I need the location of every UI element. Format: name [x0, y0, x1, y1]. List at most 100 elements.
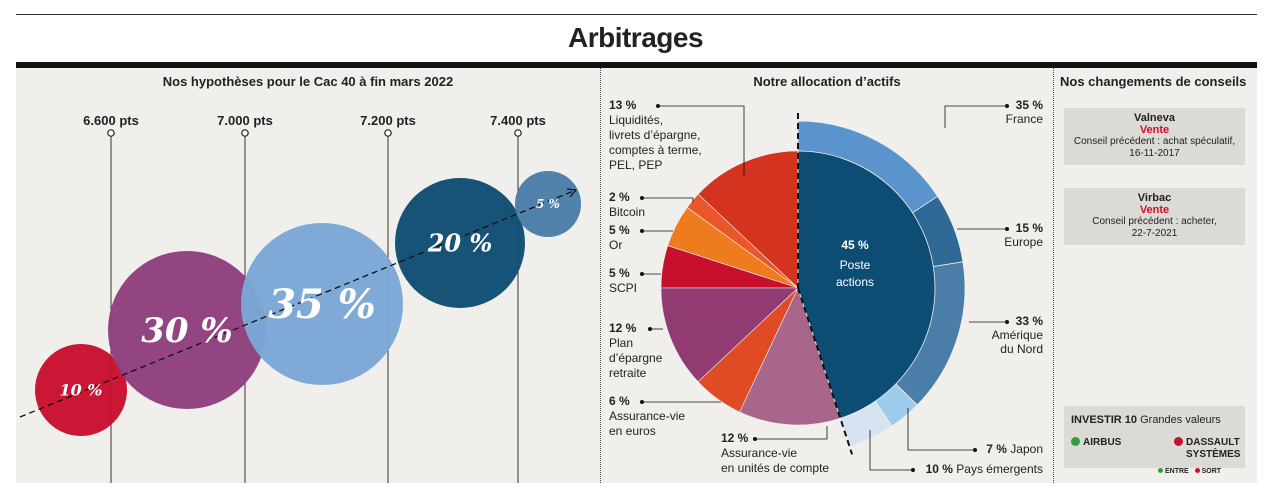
slice-pct: 5 %	[609, 266, 630, 280]
slice-name: Amérique	[992, 328, 1044, 342]
advice-card-name: Virbac	[1137, 192, 1172, 204]
exit-label-1: DASSAULT	[1186, 437, 1240, 448]
slice-name: d’épargne	[609, 351, 663, 365]
pie-slice-actions	[797, 150, 936, 419]
slice-name: Plan	[609, 336, 633, 350]
slice-name: en euros	[609, 424, 656, 438]
actions-divider-bottom	[797, 287, 854, 455]
slice-pct: 10 %	[926, 462, 957, 476]
slice-pct: 6 %	[609, 394, 630, 408]
tick-marker	[514, 129, 522, 137]
advice-card-previous: Conseil précédent : acheter,	[1092, 216, 1217, 227]
legend-entry-dot-icon	[1158, 468, 1163, 473]
allocation-pie-chart: 45 % Poste actions 13 %Liquidités,livrets d…	[609, 98, 1044, 476]
advice-card-virbac: Virbac Vente Conseil précédent : acheter…	[1064, 188, 1245, 245]
advice-card-date: 16-11-2017	[1129, 148, 1180, 159]
slice-pct: 12 %	[721, 431, 749, 445]
exit-dot-icon	[1174, 437, 1183, 446]
advice-card-date: 22-7-2021	[1131, 228, 1178, 239]
slice-name: Or	[609, 238, 622, 252]
exit-label-2: SYSTÈMES	[1186, 449, 1241, 460]
cac40-hypotheses-panel: Nos hypothèses pour le Cac 40 à fin mars…	[16, 68, 600, 483]
slice-name: France	[1006, 112, 1044, 126]
left-slice-label: 5 %Or	[609, 223, 673, 252]
left-slice-label: 5 %SCPI	[609, 266, 661, 295]
bubble-label: 30 %	[141, 311, 232, 351]
advice-card-action: Vente	[1139, 124, 1170, 136]
investir10-title: INVESTIR 10 Grandes valeurs	[1071, 414, 1221, 426]
pie-slice	[739, 287, 841, 426]
advice-card-name: Valneva	[1134, 112, 1175, 124]
cac40-panel-title: Nos hypothèses pour le Cac 40 à fin mars…	[162, 74, 454, 89]
pie-slice	[660, 287, 799, 383]
left-slice-label: 13 %Liquidités,livrets d’épargne,comptes…	[609, 98, 745, 176]
bubble	[241, 223, 403, 385]
actions-pct-label: 45 %	[841, 238, 869, 252]
left-slice-label: 2 %Bitcoin	[609, 190, 694, 219]
panel-divider	[600, 68, 601, 483]
slice-name: Europe	[1004, 235, 1043, 249]
investir10-exit: DASSAULT SYSTÈMES	[1174, 437, 1240, 461]
tick-label: 6.600 pts	[83, 113, 139, 128]
slice-pct: 13 %	[609, 98, 637, 112]
slice-name: Bitcoin	[609, 205, 645, 219]
right-slice-label: 35 %France	[944, 98, 1044, 128]
slice-name: livrets d’épargne,	[609, 128, 700, 142]
slice-pct: 33 %	[1016, 314, 1044, 328]
investir10-title-rest: Grandes valeurs	[1140, 414, 1221, 426]
leader-line	[755, 426, 828, 440]
bubble-label: 35 %	[268, 281, 376, 328]
tick-label: 7.200 pts	[360, 113, 416, 128]
actions-label: actions	[836, 275, 874, 289]
investir10-legend: ENTRE SORT	[1158, 468, 1221, 475]
slice-name: retraite	[609, 366, 647, 380]
slice-pct: 35 %	[1016, 98, 1044, 112]
top-rule	[16, 14, 1257, 15]
slice-name: en unités de compte	[721, 461, 829, 475]
leader-line	[869, 430, 913, 471]
bubble-label: 10 %	[59, 381, 102, 400]
tick-label: 7.000 pts	[217, 113, 273, 128]
slice-name: Japon	[1010, 442, 1043, 456]
slice-label: 10 % Pays émergents	[926, 462, 1043, 476]
slice-label: 7 % Japon	[986, 442, 1043, 456]
slice-name: Assurance-vie	[609, 409, 685, 423]
leader-line	[658, 105, 745, 176]
slice-name: Assurance-vie	[721, 446, 797, 460]
panel-divider	[1053, 68, 1054, 483]
right-slice-label: 15 %Europe	[957, 221, 1043, 249]
slice-pct: 15 %	[1016, 221, 1044, 235]
slice-pct: 12 %	[609, 321, 637, 335]
legend-exit-dot-icon	[1194, 468, 1200, 473]
tick-marker	[241, 129, 249, 137]
leader-line	[642, 197, 694, 202]
tick-marker	[384, 129, 392, 137]
bubble-label: 5 %	[536, 197, 560, 211]
trend-line	[19, 189, 577, 418]
tick-marker	[107, 129, 115, 137]
allocation-panel-title: Notre allocation d’actifs	[753, 74, 901, 89]
pie-slice	[697, 150, 799, 289]
actions-label: Poste	[840, 258, 871, 272]
page-title: Arbitrages	[567, 22, 704, 53]
trend-arrow-icon	[566, 188, 577, 198]
slice-pct: 5 %	[609, 223, 630, 237]
bubble	[35, 344, 127, 436]
investir10-title-bold: INVESTIR 10	[1071, 414, 1138, 426]
right-slice-label: 10 % Pays émergents	[869, 430, 1043, 476]
advice-changes-panel: Nos changements de conseils Valneva Vent…	[1054, 68, 1257, 483]
leader-line	[944, 105, 1007, 128]
cac40-bubble-chart: 6.600 pts 7.000 pts 7.200 pts 7.400 pts 10 %…	[19, 113, 581, 483]
investir10-entry: AIRBUS	[1071, 437, 1121, 448]
bubble-label: 20 %	[427, 228, 493, 257]
slice-pct: 2 %	[609, 190, 630, 204]
slice-name: Pays émergents	[956, 462, 1043, 476]
tick-label: 7.400 pts	[490, 113, 546, 128]
slice-name: PEL, PEP	[609, 158, 662, 172]
leader-line	[907, 408, 975, 451]
title-rule	[16, 62, 1257, 68]
slice-name: SCPI	[609, 281, 637, 295]
